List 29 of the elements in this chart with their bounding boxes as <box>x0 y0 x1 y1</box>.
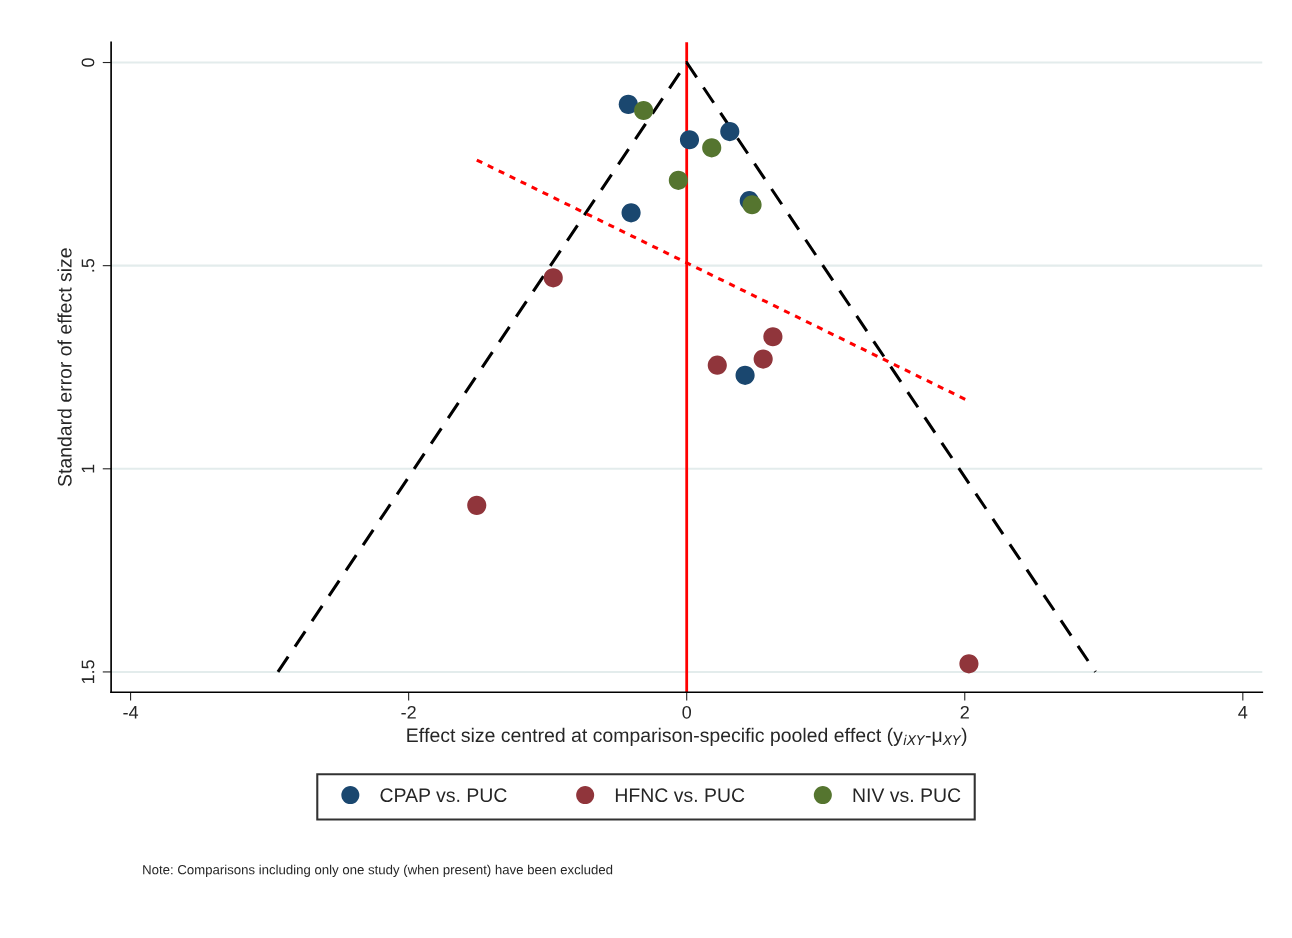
point <box>467 495 487 515</box>
legend-label: HFNC vs. PUC <box>615 788 745 803</box>
x-tick-label: -2 <box>401 705 416 719</box>
point <box>735 365 755 385</box>
point <box>753 349 773 369</box>
point <box>720 122 740 142</box>
point <box>679 130 700 150</box>
point <box>621 203 641 223</box>
point <box>668 170 688 190</box>
legend-label: NIV vs. PUC <box>853 788 961 803</box>
point <box>543 268 563 288</box>
point <box>618 94 638 114</box>
point <box>702 138 722 158</box>
y-tick-label: 1 <box>81 464 95 473</box>
y-tick-label: .5 <box>81 258 95 272</box>
legend-label: CPAP vs. PUC <box>380 788 507 803</box>
x-tick-label: 0 <box>682 705 692 719</box>
x-tick-label: -4 <box>123 706 139 719</box>
point <box>763 327 783 347</box>
x-axis-title: Effect size centred at comparison-specific pooled effect (y$_{iXY}$-μ$_{XY}$) <box>407 727 967 746</box>
y-tick-label: 0 <box>81 58 95 67</box>
point <box>959 654 979 674</box>
x-tick-label: 2 <box>960 705 969 719</box>
y-axis-title: Standard error of effect size <box>57 248 72 487</box>
x-tick-label: 4 <box>1238 706 1248 719</box>
y-tick-label: 1.5 <box>81 660 95 684</box>
point <box>707 355 727 375</box>
text: Note: Comparisons including only one study (when present) have been excluded <box>143 864 613 877</box>
point <box>634 100 654 121</box>
